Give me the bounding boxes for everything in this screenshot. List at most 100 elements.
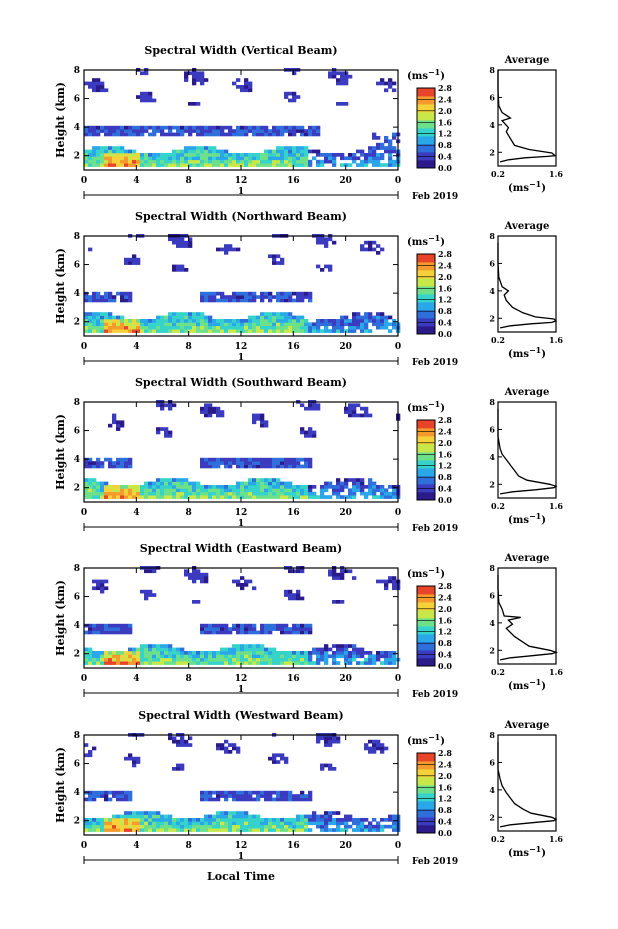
heatmap-cell [184, 319, 189, 323]
heatmap-cell [172, 495, 177, 499]
heatmap-cell [216, 163, 221, 167]
heatmap-cell [212, 464, 217, 469]
heatmap-cell [272, 797, 277, 802]
heatmap-cell [128, 125, 133, 130]
heatmap-cell [128, 756, 133, 761]
heatmap-cell [260, 644, 265, 648]
heatmap-cell [268, 163, 273, 167]
heatmap-cell [184, 268, 189, 272]
heatmap-cell [180, 651, 185, 655]
heatmap-cell [164, 322, 169, 327]
heatmap-cell [240, 794, 245, 798]
heatmap-cell [200, 828, 205, 832]
colorbar-segment [417, 112, 435, 121]
heatmap-cell [228, 329, 233, 333]
colorbar-tick-label: 2.8 [438, 249, 452, 259]
heatmap-cell [316, 325, 321, 330]
colorbar-unit: (ms−1) [407, 67, 445, 82]
heatmap-cell [392, 651, 397, 655]
heatmap-cell [308, 149, 313, 154]
y-tick-label: 6 [74, 95, 80, 105]
heatmap-cell [120, 156, 125, 161]
heatmap-cell [192, 488, 197, 493]
heatmap-cell [184, 654, 189, 659]
heatmap-cell [288, 156, 293, 161]
heatmap-cell [152, 159, 157, 164]
heatmap-cell [272, 623, 277, 628]
heatmap-cell [360, 488, 365, 493]
heatmap-cell [288, 149, 293, 154]
heatmap-cell [120, 485, 125, 489]
heatmap-cell [140, 129, 145, 133]
heatmap-cell [88, 464, 93, 469]
heatmap-cell [284, 325, 289, 330]
average-x-tick-label: 0.2 [491, 501, 505, 511]
heatmap-cell [364, 413, 369, 418]
heatmap-cell [168, 495, 173, 499]
heatmap-cell [256, 325, 261, 330]
heatmap-cell [140, 661, 145, 665]
heatmap-cell [296, 291, 301, 296]
heatmap-cell [116, 163, 121, 167]
heatmap-cell [300, 488, 305, 493]
heatmap-cell [360, 654, 365, 659]
heatmap-cell [84, 623, 89, 628]
heatmap-cell [376, 146, 381, 150]
heatmap-cell [352, 485, 357, 489]
heatmap-cell [352, 657, 357, 662]
heatmap-cell [112, 790, 117, 795]
heatmap-cell [136, 821, 141, 826]
heatmap-cell [344, 485, 349, 489]
heatmap-cell [380, 750, 385, 754]
heatmap-cell [168, 163, 173, 167]
heatmap-cell [352, 329, 357, 333]
heatmap-cell [208, 319, 213, 323]
average-title: Average [504, 720, 550, 731]
colorbar-segment [417, 658, 435, 667]
heatmap-cell [316, 818, 321, 822]
heatmap-cell [188, 488, 193, 493]
heatmap-cell [168, 818, 173, 822]
heatmap-cell [84, 478, 89, 482]
heatmap-cell [264, 291, 269, 296]
heatmap-cell [100, 790, 105, 795]
heatmap-cell [148, 821, 153, 826]
heatmap-cell [112, 129, 117, 133]
heatmap-cell [92, 630, 97, 635]
colorbar-segment [417, 262, 435, 271]
heatmap-cell [336, 736, 341, 741]
heatmap-cell [360, 244, 365, 248]
heatmap-cell [372, 481, 377, 486]
x-tick-label: 0 [395, 176, 401, 186]
heatmap-cell [208, 627, 213, 631]
y-axis-label: Height (km) [54, 414, 67, 490]
heatmap-cell [340, 821, 345, 826]
heatmap-cell [324, 811, 329, 815]
heatmap-cell [200, 794, 205, 798]
heatmap-cell [216, 325, 221, 330]
heatmap-cell [220, 132, 225, 137]
heatmap-cell [368, 413, 373, 418]
heatmap-cell [88, 461, 93, 465]
heatmap-cell [96, 464, 101, 469]
heatmap-cell [136, 651, 141, 655]
heatmap-cell [176, 156, 181, 161]
heatmap-cell [284, 457, 289, 462]
heatmap-cell [344, 315, 349, 320]
heatmap-cell [132, 163, 137, 167]
heatmap-cell [392, 579, 397, 584]
heatmap-cell [256, 315, 261, 320]
heatmap-cell [84, 491, 89, 496]
heatmap-cell [364, 329, 369, 333]
heatmap-cell [348, 74, 353, 79]
heatmap-cell [216, 630, 221, 635]
heatmap-cell [208, 322, 213, 327]
heatmap-cell [260, 156, 265, 161]
heatmap-cell [328, 647, 333, 652]
heatmap-cell [84, 661, 89, 665]
heatmap-cell [212, 824, 217, 829]
heatmap-cell [120, 630, 125, 635]
heatmap-cell [152, 129, 157, 133]
heatmap-cell [196, 329, 201, 333]
heatmap-cell [272, 315, 277, 320]
